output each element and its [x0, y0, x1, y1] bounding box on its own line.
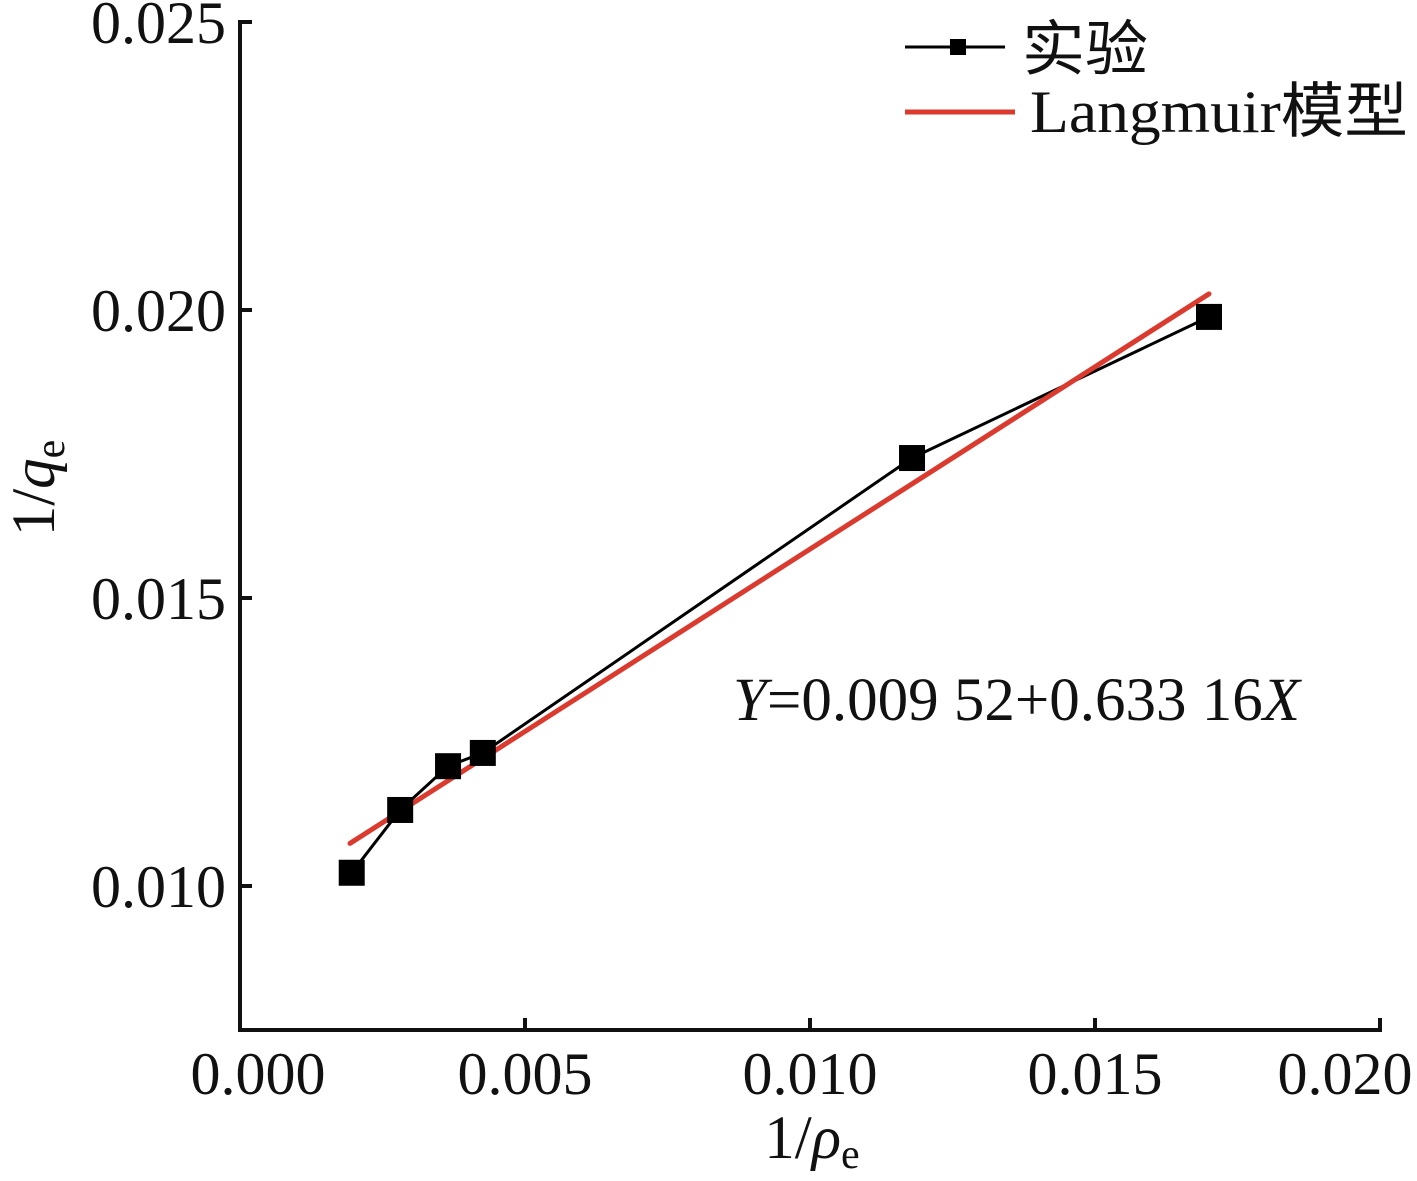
experiment-point	[1196, 303, 1222, 330]
x-tick-label: 0.015	[1028, 1041, 1163, 1107]
y-axis-label-symbol: q	[1, 458, 68, 489]
plot-lines	[347, 291, 1212, 875]
x-axis-label-prefix: 1/	[764, 1105, 812, 1172]
experiment-point	[338, 859, 365, 886]
fit-equation-x-symbol: X	[1260, 667, 1303, 734]
plot-markers	[338, 303, 1222, 886]
fit-equation-y-symbol: Y	[733, 667, 773, 734]
experiment-point	[899, 445, 926, 472]
x-axis-label: 1/ρe	[764, 1105, 859, 1178]
x-tick-label: 0.005	[458, 1041, 593, 1107]
y-axis-label-prefix: 1/	[1, 489, 68, 537]
x-axis-label-subscript: e	[841, 1132, 860, 1178]
x-tick-label: 0.010	[743, 1041, 878, 1107]
x-axis-label-symbol: ρ	[810, 1105, 841, 1172]
y-tick-label: 0.020	[91, 278, 226, 344]
y-tick-label: 0.010	[91, 854, 226, 920]
experiment-point	[435, 753, 462, 780]
legend-label: Langmuir模型	[1030, 79, 1408, 145]
y-tick-label: 0.025	[91, 0, 226, 56]
x-tick-label: 0.020	[1278, 1041, 1413, 1107]
experiment-line	[350, 315, 1211, 875]
legend: 实验 Langmuir模型	[905, 17, 1408, 145]
x-tick-label: 0.000	[191, 1041, 326, 1107]
legend-item-experiment: 实验	[905, 17, 1148, 83]
axes: 0.010 0.015 0.020 0.025 0.000 0.005 0.010 0.015…	[91, 0, 1413, 1107]
fit-equation: Y=0.009 52+0.633 16X	[733, 667, 1303, 734]
y-axis-label: 1/qe	[1, 440, 74, 537]
experiment-point	[469, 739, 496, 766]
legend-swatch-marker	[950, 39, 966, 55]
legend-label: 实验	[1022, 17, 1148, 83]
experiment-point	[387, 796, 414, 823]
y-tick-label: 0.015	[91, 566, 226, 632]
fit-equation-body: =0.009 52+0.633 16	[767, 667, 1263, 734]
y-axis-label-subscript: e	[28, 440, 74, 459]
legend-item-langmuir-model: Langmuir模型	[905, 79, 1408, 145]
